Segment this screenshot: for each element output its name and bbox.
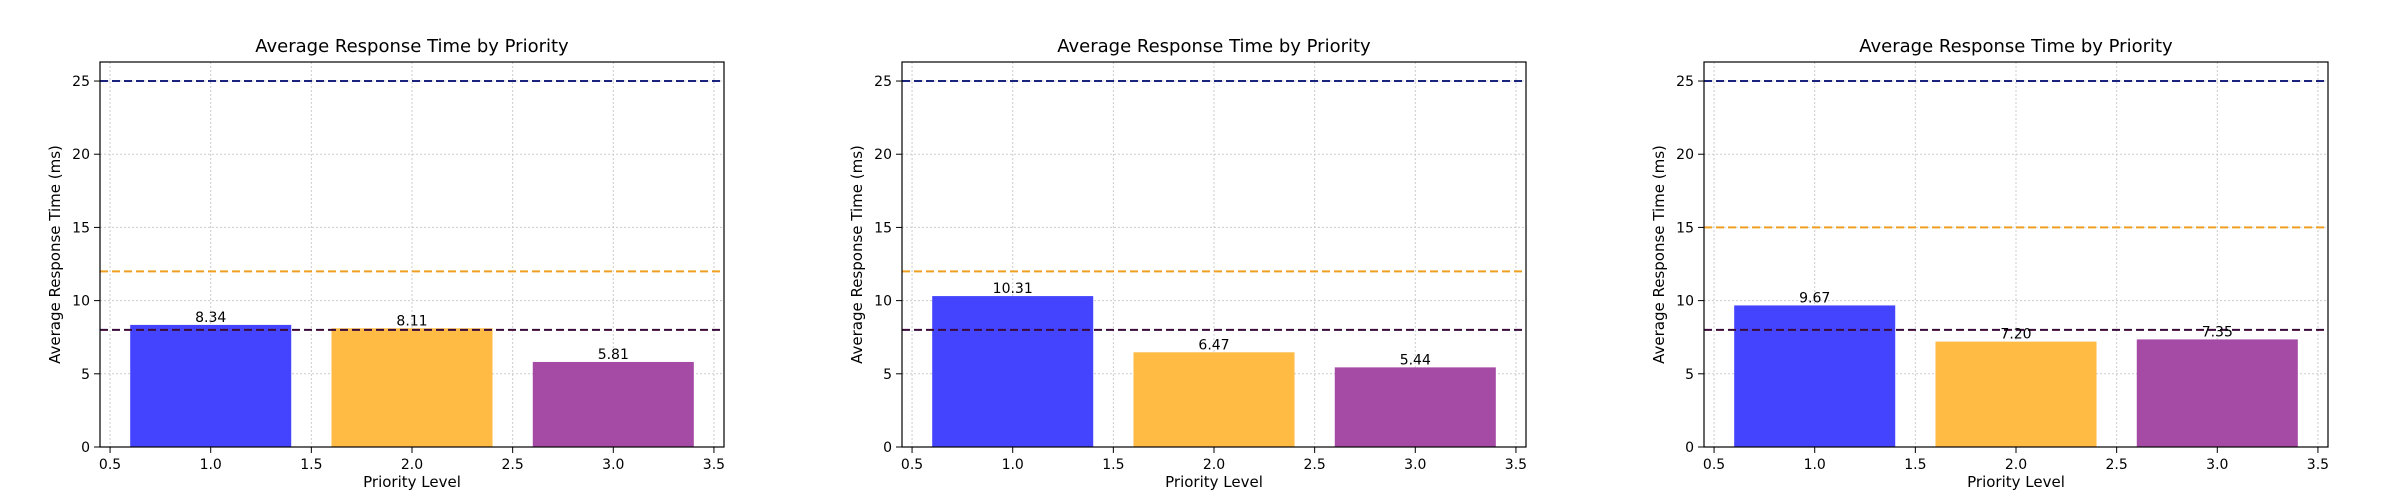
- y-tick-label: 25: [1676, 74, 1694, 90]
- y-tick-label: 25: [874, 74, 892, 90]
- x-tick-label: 2.5: [502, 457, 524, 473]
- data-label: 5.44: [1400, 352, 1431, 368]
- x-tick-label: 0.5: [901, 457, 923, 473]
- data-label: 5.81: [598, 347, 629, 363]
- chart-panel-2: 10.31 6.47 5.44 0.5 1.0 1.5 2.0 2.5 3.0 3.5 0 5 10 15…: [848, 36, 1527, 491]
- data-label: 8.11: [396, 313, 427, 329]
- y-tick-label: 15: [874, 220, 892, 236]
- x-tick-label: 1.0: [200, 457, 222, 473]
- x-tick-label: 3.0: [1404, 457, 1426, 473]
- x-tick-label: 3.0: [2206, 457, 2228, 473]
- x-tick-label: 1.5: [300, 457, 322, 473]
- y-tick-label: 0: [883, 440, 892, 456]
- bar-priority-1: [130, 324, 292, 447]
- x-tick-label: 2.0: [401, 457, 423, 473]
- y-tick-label: 0: [1685, 440, 1694, 456]
- x-axis-label: Priority Level: [363, 473, 461, 491]
- bar-priority-2: [1133, 352, 1295, 447]
- x-tick-label: 0.5: [99, 457, 121, 473]
- data-label: 10.31: [993, 281, 1033, 297]
- x-tick-label: 1.5: [1904, 457, 1926, 473]
- data-label: 9.67: [1799, 290, 1830, 306]
- x-tick-label: 2.0: [2005, 457, 2027, 473]
- y-tick-label: 10: [874, 294, 892, 310]
- y-tick-label: 20: [1676, 147, 1694, 163]
- bar-priority-3: [532, 361, 694, 447]
- x-tick-label: 2.0: [1203, 457, 1225, 473]
- x-axis-label: Priority Level: [1967, 473, 2065, 491]
- x-tick-label: 3.0: [602, 457, 624, 473]
- bar-priority-1: [1734, 305, 1896, 447]
- bar-priority-3: [2136, 339, 2298, 447]
- y-tick-label: 10: [1676, 294, 1694, 310]
- x-tick-label: 2.5: [1304, 457, 1326, 473]
- y-tick-label: 5: [81, 367, 90, 383]
- y-axis-label: Average Response Time (ms): [848, 145, 866, 364]
- chart-panel-3: 9.67 7.20 7.35 0.5 1.0 1.5 2.0 2.5 3.0 3.5 0 5 10 15 2…: [1650, 36, 2329, 491]
- x-tick-label: 3.5: [703, 457, 725, 473]
- bar-priority-3: [1334, 367, 1496, 447]
- y-tick-label: 0: [81, 440, 90, 456]
- y-tick-label: 5: [1685, 367, 1694, 383]
- bar-priority-1: [932, 296, 1094, 447]
- x-tick-label: 2.5: [2106, 457, 2128, 473]
- y-tick-label: 10: [72, 294, 90, 310]
- x-tick-label: 1.0: [1002, 457, 1024, 473]
- y-axis-label: Average Response Time (ms): [1650, 145, 1668, 364]
- bar-priority-2: [331, 328, 493, 447]
- y-tick-label: 20: [874, 147, 892, 163]
- x-tick-label: 3.5: [1505, 457, 1527, 473]
- data-label: 7.35: [2202, 324, 2233, 340]
- chart-title: Average Response Time by Priority: [1859, 36, 2173, 57]
- x-axis-label: Priority Level: [1165, 473, 1263, 491]
- chart-title: Average Response Time by Priority: [1057, 36, 1371, 57]
- y-tick-label: 5: [883, 367, 892, 383]
- bar-priority-2: [1935, 341, 2097, 447]
- x-tick-label: 1.5: [1102, 457, 1124, 473]
- y-tick-label: 25: [72, 74, 90, 90]
- chart-panel-1: 8.34 8.11 5.81 0.5 1.0 1.5 2.0 2.5 3.0 3.5 0 5 10 15 2…: [46, 36, 725, 491]
- y-tick-label: 15: [72, 220, 90, 236]
- chart-title: Average Response Time by Priority: [255, 36, 569, 57]
- data-label: 7.20: [2000, 327, 2031, 343]
- data-label: 8.34: [195, 310, 226, 326]
- y-tick-label: 20: [72, 147, 90, 163]
- x-tick-label: 1.0: [1804, 457, 1826, 473]
- x-tick-label: 0.5: [1703, 457, 1725, 473]
- y-tick-label: 15: [1676, 220, 1694, 236]
- data-label: 6.47: [1198, 337, 1229, 353]
- y-axis-label: Average Response Time (ms): [46, 145, 64, 364]
- x-tick-label: 3.5: [2307, 457, 2329, 473]
